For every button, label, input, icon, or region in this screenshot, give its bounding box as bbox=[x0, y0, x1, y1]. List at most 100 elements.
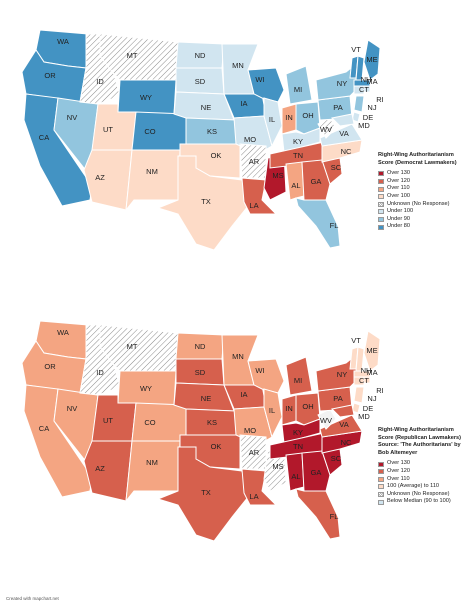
state-label-ne: NE bbox=[201, 103, 211, 112]
legend-swatch bbox=[378, 492, 384, 498]
state-label-oh: OH bbox=[302, 111, 313, 120]
state-label-ia: IA bbox=[240, 99, 247, 108]
state-nm bbox=[125, 149, 181, 212]
state-label-ct: CT bbox=[359, 376, 369, 385]
state-label-ga: GA bbox=[311, 468, 322, 477]
state-al bbox=[285, 161, 305, 201]
state-ct bbox=[353, 85, 365, 95]
legend-swatch bbox=[378, 194, 384, 200]
state-nm bbox=[125, 440, 181, 503]
state-label-ok: OK bbox=[211, 151, 222, 160]
state-label-vt: VT bbox=[351, 336, 361, 345]
states-layer bbox=[21, 320, 381, 542]
state-label-nc: NC bbox=[341, 147, 352, 156]
credit-text: Created with mapchart.net bbox=[6, 596, 59, 601]
legend-label: Over 120 bbox=[387, 467, 411, 474]
state-label-or: OR bbox=[44, 362, 56, 371]
legend-label: Over 100 bbox=[387, 192, 411, 199]
state-label-va: VA bbox=[339, 420, 348, 429]
state-label-nj: NJ bbox=[367, 394, 376, 403]
state-label-vt: VT bbox=[351, 45, 361, 54]
state-label-sd: SD bbox=[195, 77, 206, 86]
legend-swatch bbox=[378, 461, 384, 467]
state-il bbox=[263, 97, 283, 148]
state-label-or: OR bbox=[44, 71, 56, 80]
legend-item: Over 130 bbox=[378, 460, 470, 468]
state-az bbox=[83, 149, 133, 211]
state-fl bbox=[295, 488, 341, 540]
state-label-de: DE bbox=[363, 113, 373, 122]
legend-label: Under 100 bbox=[387, 208, 414, 215]
state-label-il: IL bbox=[269, 115, 275, 124]
state-az bbox=[83, 440, 133, 502]
legend-item: Unknown (No Response) bbox=[378, 491, 470, 499]
state-co bbox=[131, 402, 187, 442]
state-label-sd: SD bbox=[195, 368, 206, 377]
bottom-map: WA OR CA NV ID MT WY UT AZ CO NM ND SD NE KS OK TX MN IA MO… bbox=[21, 320, 384, 542]
legend-label: Under 90 bbox=[387, 215, 411, 222]
legend-title: Right-Wing Authoritarianism Score (Repub… bbox=[378, 427, 462, 456]
state-me bbox=[363, 39, 381, 81]
state-label-la: LA bbox=[249, 492, 258, 501]
state-va bbox=[319, 414, 363, 438]
legend-label: Below Median (90 to 100) bbox=[387, 498, 451, 505]
state-label-tx: TX bbox=[201, 197, 211, 206]
state-co bbox=[131, 111, 187, 151]
state-label-ks: KS bbox=[207, 127, 217, 136]
legend-item: Below Median (90 to 100) bbox=[378, 498, 470, 506]
legend-swatch bbox=[378, 186, 384, 192]
state-label-az: AZ bbox=[95, 173, 105, 182]
legend-label: Over 110 bbox=[387, 475, 410, 482]
state-md bbox=[330, 113, 355, 127]
state-label-nv: NV bbox=[67, 113, 77, 122]
legend-swatch bbox=[378, 171, 384, 177]
state-label-de: DE bbox=[363, 404, 373, 413]
state-label-al: AL bbox=[291, 472, 300, 481]
state-label-mo: MO bbox=[244, 135, 256, 144]
state-label-mi: MI bbox=[294, 376, 302, 385]
legend-label: 100 (Average) to 110 bbox=[387, 483, 440, 490]
state-label-ny: NY bbox=[337, 370, 347, 379]
state-label-wv: WV bbox=[320, 125, 332, 134]
legend-label: Unknown (No Response) bbox=[387, 490, 450, 497]
state-label-me: ME bbox=[366, 346, 377, 355]
legend-item: Over 110 bbox=[378, 476, 470, 484]
state-label-co: CO bbox=[144, 418, 155, 427]
state-il bbox=[263, 388, 283, 439]
state-label-mi: MI bbox=[294, 85, 302, 94]
state-label-ct: CT bbox=[359, 85, 369, 94]
state-label-tx: TX bbox=[201, 488, 211, 497]
state-label-ga: GA bbox=[311, 177, 322, 186]
state-label-ar: AR bbox=[249, 448, 260, 457]
state-label-id: ID bbox=[96, 368, 104, 377]
legend-label: Over 110 bbox=[387, 185, 410, 192]
state-label-sc: SC bbox=[331, 454, 342, 463]
state-me bbox=[363, 330, 381, 372]
state-label-mo: MO bbox=[244, 426, 256, 435]
state-label-mt: MT bbox=[127, 51, 138, 60]
legend-items: Over 130 Over 120 Over 110 100 (Average) to… bbox=[378, 460, 470, 506]
bottom-legend: Right-Wing Authoritarianism Score (Repub… bbox=[378, 427, 470, 506]
legend-label: Over 130 bbox=[387, 460, 411, 467]
state-fl bbox=[295, 197, 341, 249]
state-label-nm: NM bbox=[146, 167, 158, 176]
legend-item: Over 120 bbox=[378, 178, 468, 186]
state-label-pa: PA bbox=[333, 103, 342, 112]
state-label-md: MD bbox=[358, 412, 370, 421]
legend-swatch bbox=[378, 476, 384, 482]
state-mi bbox=[285, 65, 313, 105]
state-label-in: IN bbox=[285, 113, 293, 122]
state-label-nv: NV bbox=[67, 404, 77, 413]
legend-title: Right-Wing Authoritarianism Score (Democ… bbox=[378, 152, 457, 166]
state-label-in: IN bbox=[285, 404, 293, 413]
state-label-fl: FL bbox=[330, 221, 339, 230]
state-va bbox=[319, 123, 363, 147]
state-label-ks: KS bbox=[207, 418, 217, 427]
state-ga bbox=[301, 159, 331, 201]
state-label-tn: TN bbox=[293, 151, 303, 160]
state-label-ok: OK bbox=[211, 442, 222, 451]
state-ga bbox=[301, 450, 331, 492]
legend-item: Under 80 bbox=[378, 223, 468, 231]
state-label-ar: AR bbox=[249, 157, 260, 166]
top-legend: Right-Wing Authoritarianism Score (Democ… bbox=[378, 152, 468, 231]
